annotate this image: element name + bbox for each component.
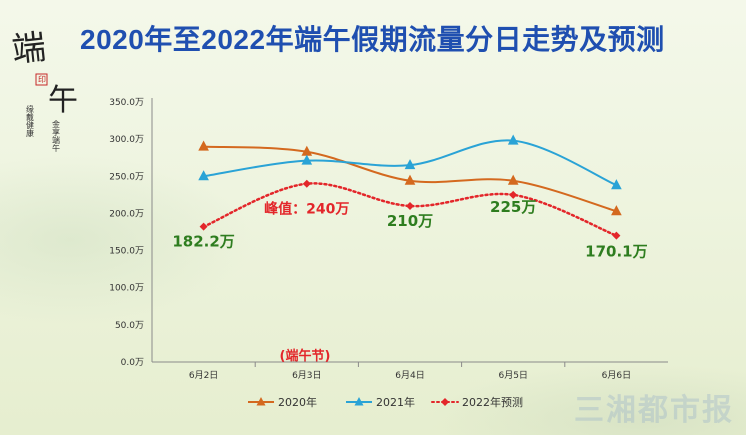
legend-label-1: 2021年 <box>376 395 415 409</box>
data-label-2022: 峰值：240万 <box>264 201 349 218</box>
logo-seal-box <box>35 73 48 86</box>
x-tick-label: 6月6日 <box>602 370 631 381</box>
axes: 0.0万 50.0万 100.0万 150.0万 200.0万 250.0万 300.0万 3… <box>109 98 668 381</box>
x-tick-label: 6月4日 <box>395 370 424 381</box>
series-0-point-0 <box>198 140 209 151</box>
legend-label-0: 2020年 <box>278 395 317 409</box>
y-tick-label: 250.0万 <box>109 172 144 182</box>
legend-marker-1 <box>354 397 364 406</box>
legend-marker-2 <box>441 398 449 406</box>
logo-poem-2: 金享端午 <box>52 119 61 153</box>
y-tick-label: 300.0万 <box>109 135 144 145</box>
x-tick-label: 6月5日 <box>498 370 527 381</box>
series-markers <box>198 134 622 240</box>
duanwu-logo: 端 印 午 缘戴健康 金享端午 <box>10 27 78 153</box>
series-2-point-3 <box>509 190 518 199</box>
legend-marker-0 <box>256 397 266 406</box>
y-tick-label: 200.0万 <box>109 209 144 219</box>
data-labels: 182.2万 峰值：240万 210万 225万 170.1万 <box>172 198 647 261</box>
x-tick-label: 6月3日 <box>292 370 321 381</box>
series-1-point-2 <box>404 159 416 170</box>
data-label-2022: 210万 <box>387 212 433 230</box>
series-0-point-4 <box>611 205 622 216</box>
series-1-point-0 <box>198 170 209 181</box>
y-tick-label: 0.0万 <box>121 358 144 368</box>
watermark: 三湘都市报 <box>574 393 734 428</box>
data-label-2022: 225万 <box>490 198 536 216</box>
logo-char-duan: 端 <box>10 27 48 70</box>
series-2-point-2 <box>406 202 414 210</box>
series-1-point-1 <box>301 154 313 165</box>
holiday-annotation: (端午节) <box>280 348 331 364</box>
x-tick-label: 6月2日 <box>189 370 218 381</box>
y-tick-label: 50.0万 <box>115 321 144 331</box>
data-label-2022: 170.1万 <box>585 243 647 261</box>
series-1-point-4 <box>611 179 622 190</box>
series-2-point-0 <box>199 222 208 231</box>
series-2-point-4 <box>612 231 621 240</box>
y-tick-label: 350.0万 <box>109 98 144 108</box>
data-label-2022: 182.2万 <box>172 233 234 251</box>
y-tick-label: 150.0万 <box>109 247 144 257</box>
series-line-2 <box>202 182 618 237</box>
legend-label-2: 2022年预测 <box>462 395 523 409</box>
series-2-point-1 <box>302 179 311 188</box>
series-0-point-2 <box>404 174 416 185</box>
logo-poem-1: 缘戴健康 <box>26 104 35 137</box>
series-1-point-3 <box>507 134 519 145</box>
logo-char-wu: 午 <box>48 83 78 118</box>
logo-seal: 印 <box>38 75 46 84</box>
y-tick-label: 100.0万 <box>109 284 144 294</box>
page-title: 2020年至2022年端午假期流量分日走势及预测 <box>80 24 665 55</box>
series-0-point-3 <box>507 174 519 185</box>
legend: 2020年 2021年 2022年预测 <box>248 395 523 409</box>
